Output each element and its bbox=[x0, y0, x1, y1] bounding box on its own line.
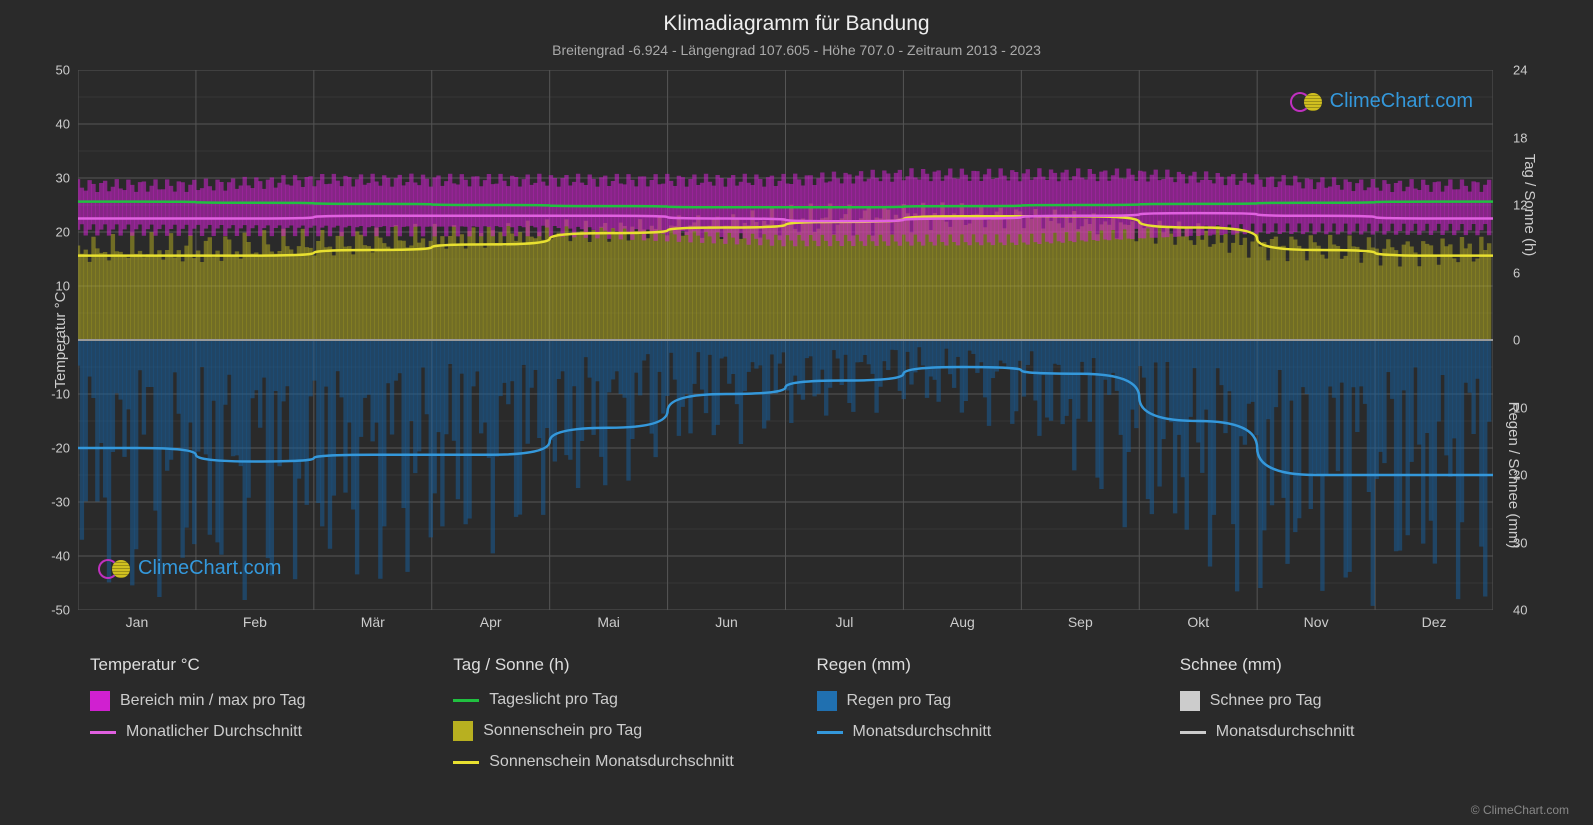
ytick-left: -40 bbox=[51, 549, 70, 564]
y-axis-left: Temperatur °C -50-40-30-20-1001020304050 bbox=[0, 70, 78, 610]
legend-swatch bbox=[453, 721, 473, 741]
legend-label: Monatlicher Durchschnitt bbox=[126, 723, 302, 741]
legend-item: Schnee pro Tag bbox=[1180, 691, 1533, 711]
ytick-left: 50 bbox=[56, 63, 70, 78]
xtick-month: Mai bbox=[597, 614, 620, 630]
legend-label: Monatsdurchschnitt bbox=[1216, 723, 1355, 741]
xtick-month: Aug bbox=[950, 614, 975, 630]
xtick-month: Dez bbox=[1422, 614, 1447, 630]
legend-item: Bereich min / max pro Tag bbox=[90, 691, 443, 711]
xtick-month: Apr bbox=[480, 614, 502, 630]
legend-col-temp: Temperatur °C Bereich min / max pro Tag Mo… bbox=[90, 655, 443, 771]
legend-label: Monatsdurchschnitt bbox=[853, 723, 992, 741]
chart-subtitle: Breitengrad -6.924 - Längengrad 107.605 … bbox=[0, 36, 1593, 58]
watermark-top: ClimeChart.com bbox=[1290, 90, 1473, 113]
watermark-bottom: ClimeChart.com bbox=[98, 557, 281, 580]
legend-label: Sonnenschein pro Tag bbox=[483, 722, 642, 740]
legend-swatch bbox=[1180, 731, 1206, 734]
legend-label: Bereich min / max pro Tag bbox=[120, 692, 306, 710]
plot-area: ClimeChart.com ClimeChart.com bbox=[78, 70, 1493, 610]
ytick-right-bottom: 30 bbox=[1513, 535, 1527, 550]
legend-item: Sonnenschein Monatsdurchschnitt bbox=[453, 753, 806, 771]
xtick-month: Feb bbox=[243, 614, 267, 630]
copyright: © ClimeChart.com bbox=[1471, 803, 1569, 817]
legend: Temperatur °C Bereich min / max pro Tag Mo… bbox=[90, 655, 1533, 771]
ytick-left: 10 bbox=[56, 279, 70, 294]
legend-header: Regen (mm) bbox=[817, 655, 1170, 675]
legend-col-sun: Tag / Sonne (h) Tageslicht pro Tag Sonnens… bbox=[453, 655, 806, 771]
legend-col-rain: Regen (mm) Regen pro Tag Monatsdurchschnit… bbox=[817, 655, 1170, 771]
legend-item: Sonnenschein pro Tag bbox=[453, 721, 806, 741]
legend-label: Tageslicht pro Tag bbox=[489, 691, 618, 709]
legend-swatch bbox=[90, 691, 110, 711]
legend-item: Monatsdurchschnitt bbox=[1180, 723, 1533, 741]
legend-item: Monatsdurchschnitt bbox=[817, 723, 1170, 741]
ytick-right-top: 12 bbox=[1513, 198, 1527, 213]
legend-header: Tag / Sonne (h) bbox=[453, 655, 806, 675]
y-axis-right: Tag / Sonne (h) Regen / Schnee (mm) 0612… bbox=[1505, 70, 1593, 610]
ytick-left: -30 bbox=[51, 495, 70, 510]
legend-swatch bbox=[90, 731, 116, 734]
ytick-right-bottom: 40 bbox=[1513, 603, 1527, 618]
xtick-month: Nov bbox=[1304, 614, 1329, 630]
ytick-left: -20 bbox=[51, 441, 70, 456]
ytick-left: 0 bbox=[63, 333, 70, 348]
xtick-month: Jan bbox=[126, 614, 149, 630]
legend-swatch bbox=[817, 731, 843, 734]
xtick-month: Jul bbox=[836, 614, 854, 630]
legend-swatch bbox=[453, 761, 479, 764]
ytick-right-top: 18 bbox=[1513, 130, 1527, 145]
xtick-month: Okt bbox=[1187, 614, 1209, 630]
watermark-text: ClimeChart.com bbox=[138, 557, 281, 580]
ytick-left: 20 bbox=[56, 225, 70, 240]
plot-svg bbox=[78, 70, 1493, 610]
legend-col-snow: Schnee (mm) Schnee pro Tag Monatsdurchschn… bbox=[1180, 655, 1533, 771]
legend-swatch bbox=[453, 699, 479, 702]
ytick-right-top: 0 bbox=[1513, 333, 1520, 348]
logo-icon bbox=[1290, 91, 1324, 113]
ytick-left: -10 bbox=[51, 387, 70, 402]
legend-header: Schnee (mm) bbox=[1180, 655, 1533, 675]
legend-item: Monatlicher Durchschnitt bbox=[90, 723, 443, 741]
legend-label: Schnee pro Tag bbox=[1210, 692, 1322, 710]
legend-swatch bbox=[817, 691, 837, 711]
legend-header: Temperatur °C bbox=[90, 655, 443, 675]
ytick-left: -50 bbox=[51, 603, 70, 618]
ytick-left: 40 bbox=[56, 117, 70, 132]
xtick-month: Jun bbox=[715, 614, 738, 630]
logo-icon bbox=[98, 558, 132, 580]
ytick-left: 30 bbox=[56, 171, 70, 186]
xtick-month: Sep bbox=[1068, 614, 1093, 630]
watermark-text: ClimeChart.com bbox=[1330, 90, 1473, 113]
legend-label: Regen pro Tag bbox=[847, 692, 952, 710]
x-axis: Jan Feb Mär Apr Mai Jun Jul Aug Sep Okt Nov Dez bbox=[78, 614, 1493, 638]
xtick-month: Mär bbox=[361, 614, 385, 630]
ytick-right-bottom: 10 bbox=[1513, 400, 1527, 415]
legend-item: Regen pro Tag bbox=[817, 691, 1170, 711]
ytick-right-bottom: 20 bbox=[1513, 468, 1527, 483]
legend-item: Tageslicht pro Tag bbox=[453, 691, 806, 709]
chart-title: Klimadiagramm für Bandung bbox=[0, 0, 1593, 36]
climate-chart: Klimadiagramm für Bandung Breitengrad -6… bbox=[0, 0, 1593, 825]
ytick-right-top: 24 bbox=[1513, 63, 1527, 78]
legend-swatch bbox=[1180, 691, 1200, 711]
ytick-right-top: 6 bbox=[1513, 265, 1520, 280]
legend-label: Sonnenschein Monatsdurchschnitt bbox=[489, 753, 734, 771]
